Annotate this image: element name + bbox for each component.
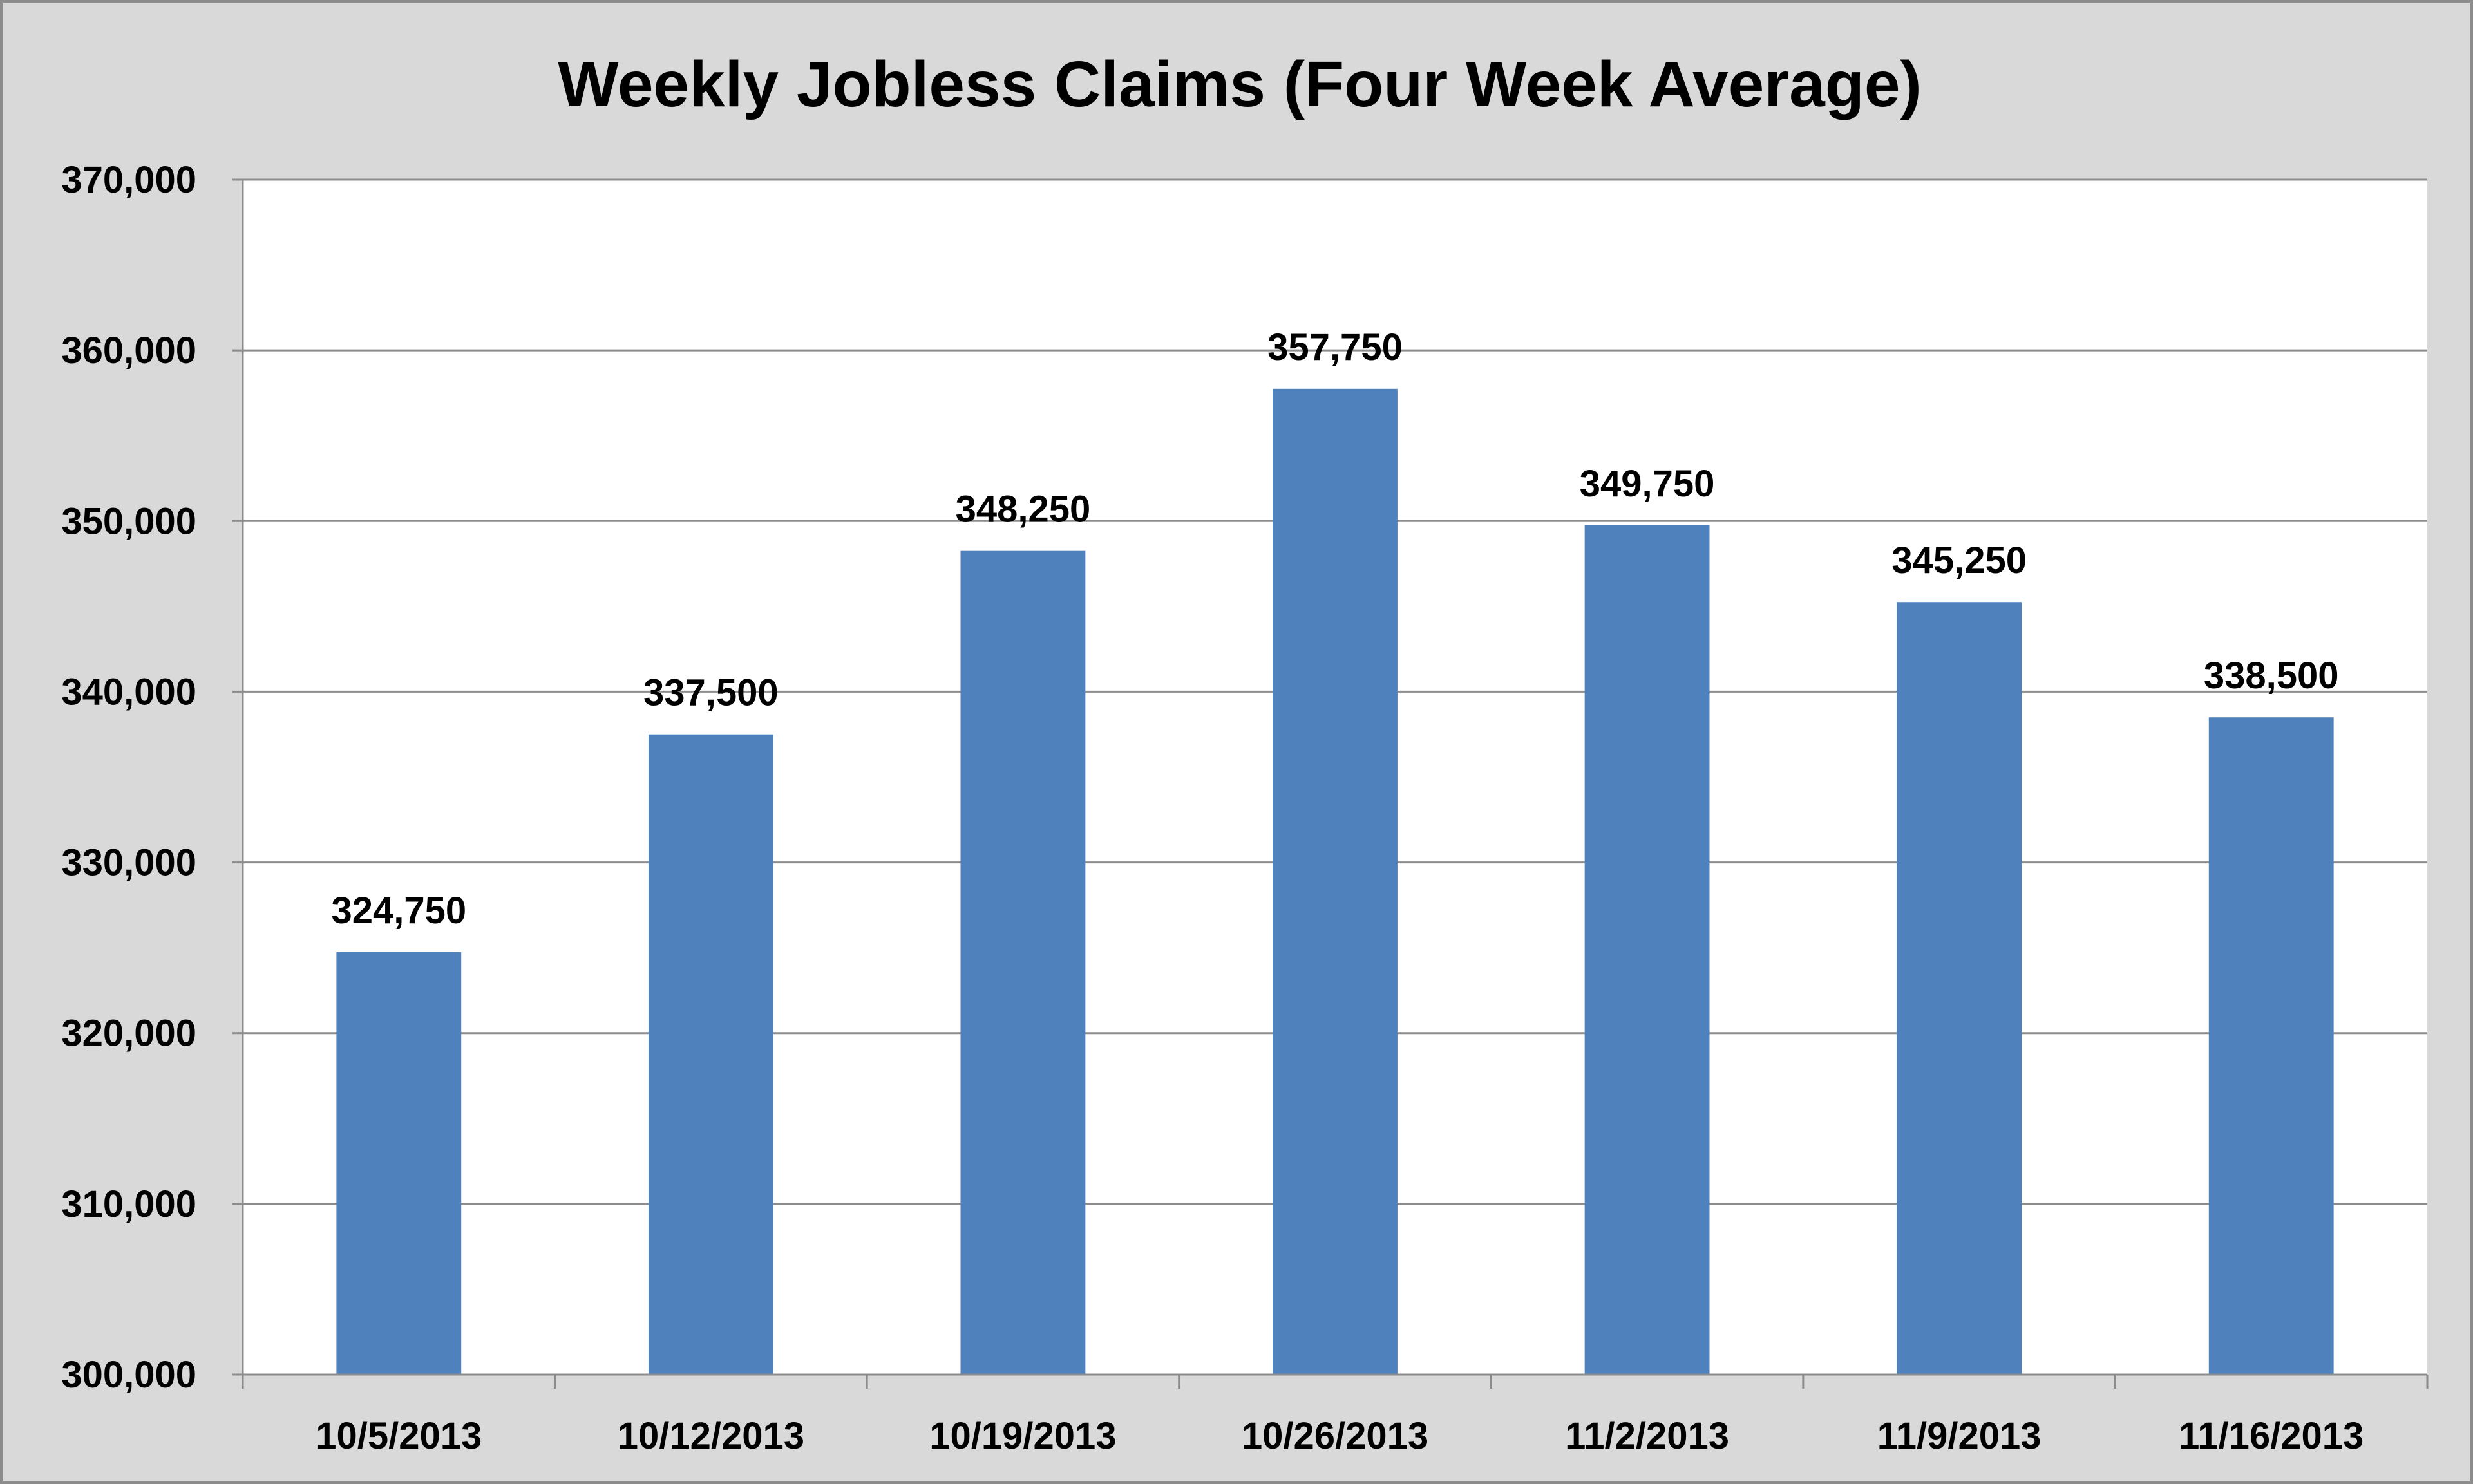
data-labels: 324,750 337,500 348,250 357,750 349,750 345,2… [331,326,2338,932]
x-tick-label: 11/2/2013 [1565,1415,1729,1457]
x-axis-ticks: 10/5/2013 10/12/2013 10/19/2013 10/26/2013 1… [242,1375,2429,1457]
data-label: 337,500 [643,672,779,714]
bar-chart: Weekly Jobless Claims (Four Week Average… [61,48,2429,1457]
x-tick-label: 10/26/2013 [1242,1415,1428,1457]
y-tick-label: 360,000 [61,330,196,371]
bars [336,388,2334,1375]
data-label: 349,750 [1580,463,1715,505]
y-tick-label: 370,000 [61,159,196,201]
y-tick-label: 300,000 [61,1354,196,1396]
y-tick-label: 340,000 [61,671,196,713]
bar [1584,525,1710,1375]
x-tick-label: 11/16/2013 [2179,1415,2364,1457]
y-tick-label: 330,000 [61,842,196,884]
y-axis-ticks: 300,000 310,000 320,000 330,000 340,000 350,0… [61,159,243,1396]
x-tick-label: 10/19/2013 [929,1415,1116,1457]
y-tick-label: 320,000 [61,1013,196,1055]
bar [336,952,462,1375]
bar [1897,602,2022,1375]
y-tick-label: 310,000 [61,1183,196,1225]
bar [648,734,773,1375]
x-tick-label: 11/9/2013 [1877,1415,2042,1457]
data-label: 345,250 [1891,540,2027,581]
data-label: 357,750 [1267,326,1403,368]
y-tick-label: 350,000 [61,500,196,542]
data-label: 348,250 [956,489,1091,531]
bar [1273,388,1398,1375]
x-tick-label: 10/12/2013 [618,1415,804,1457]
bar [960,550,1086,1375]
chart-title: Weekly Jobless Claims (Four Week Average… [558,48,1922,120]
bar [2208,717,2334,1375]
data-label: 324,750 [331,890,466,932]
x-tick-label: 10/5/2013 [316,1415,482,1457]
axes [242,180,2427,1376]
data-label: 338,500 [2204,655,2339,697]
